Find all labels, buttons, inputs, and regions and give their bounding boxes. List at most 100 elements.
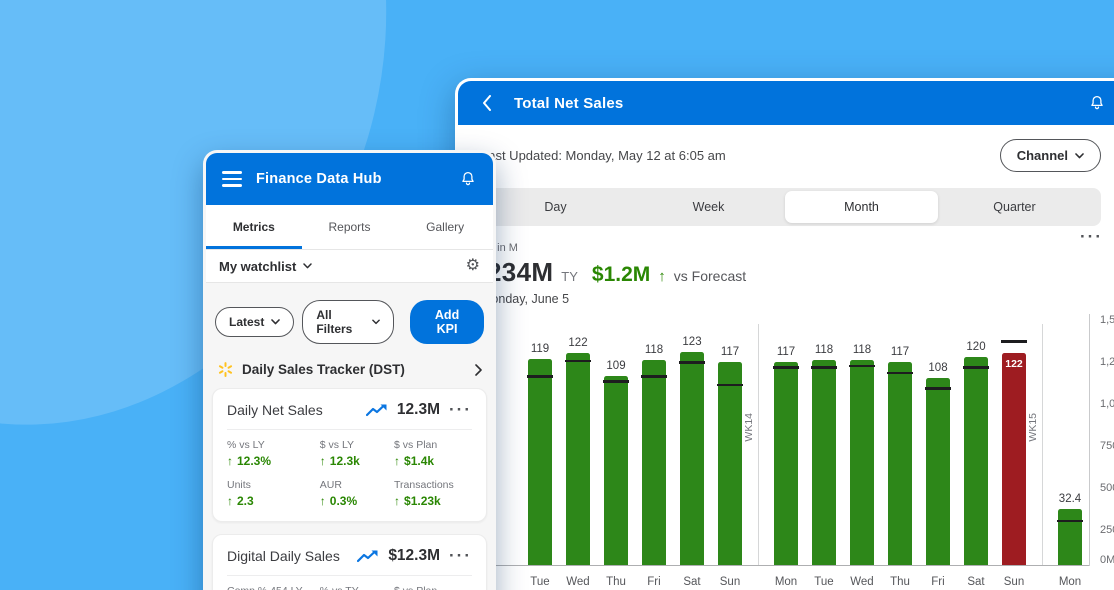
comp-mark — [527, 375, 553, 378]
unit-note: $ in M — [488, 242, 1114, 254]
value1-bar[interactable] — [812, 360, 836, 566]
card-overflow-menu[interactable]: ··· — [449, 405, 472, 415]
bar-slot-sat-11[interactable]: 120Sat — [957, 320, 995, 566]
filter-row: Latest All Filters Add KPI — [212, 300, 487, 344]
notifications-bell-icon[interactable] — [459, 170, 477, 188]
value1-bar[interactable] — [964, 357, 988, 566]
card-value: 12.3M — [397, 401, 440, 419]
value1-bar[interactable] — [604, 376, 628, 566]
tab-metrics[interactable]: Metrics — [206, 205, 302, 249]
card-title: Daily Net Sales — [227, 402, 357, 418]
period-tab-strip: Day Week Month Quarter — [471, 188, 1101, 226]
watchlist-row: My watchlist ⚙ — [206, 250, 493, 283]
last-updated-text: Last Updated: Monday, May 12 at 6:05 am — [481, 148, 726, 163]
value1-bar[interactable] — [850, 360, 874, 566]
hamburger-menu-icon[interactable] — [222, 171, 242, 187]
value1-bar[interactable] — [888, 362, 912, 566]
bar-value-label: 117 — [767, 346, 805, 358]
week-label: WK15 — [1027, 413, 1039, 442]
x-axis-label: Sun — [711, 576, 749, 588]
comp-mark — [925, 387, 951, 390]
all-filters-dropdown[interactable]: All Filters — [302, 300, 394, 344]
comp-mark — [849, 365, 875, 368]
watchlist-label: My watchlist — [219, 259, 296, 274]
value1-bar[interactable] — [1058, 509, 1082, 566]
x-axis-label: Thu — [881, 576, 919, 588]
settings-gear-icon[interactable]: ⚙ — [466, 258, 480, 274]
bar-slot-mon-13[interactable]: 32.4Mon — [1051, 320, 1089, 566]
value1-bar[interactable] — [926, 378, 950, 566]
bar-slot-sun-5[interactable]: 117Sun — [711, 320, 749, 566]
value1-bar[interactable] — [566, 353, 590, 566]
tab-reports[interactable]: Reports — [302, 205, 398, 249]
comp-mark — [887, 372, 913, 375]
bar-slot-thu-9[interactable]: 117Thu — [881, 320, 919, 566]
bar-slot-tue-0[interactable]: 119Tue — [521, 320, 559, 566]
tab-month[interactable]: Month — [785, 191, 938, 223]
selected-date: Monday, June 5 — [481, 292, 1114, 306]
x-axis-label: Sun — [995, 576, 1033, 588]
tab-week[interactable]: Week — [632, 191, 785, 223]
trend-line-icon — [357, 549, 379, 563]
tab-day[interactable]: Day — [479, 191, 632, 223]
watchlist-selector[interactable]: My watchlist — [219, 259, 312, 274]
kpi-item: % vs TY↓12.3% — [320, 585, 394, 590]
x-axis-line — [481, 565, 1089, 566]
bar-slot-wed-1[interactable]: 122Wed — [559, 320, 597, 566]
chart-summary: $ in M $1,234M TY $1.2M ↑ vs Forecast Mo… — [455, 226, 1114, 590]
value1-bar[interactable] — [774, 362, 798, 566]
all-filters-label: All Filters — [316, 308, 365, 336]
screen-background: Total Net Sales Last Updated: Monday, Ma… — [0, 0, 1114, 590]
chart-overflow-menu[interactable]: ··· — [1080, 232, 1103, 242]
comp-mark — [1057, 520, 1083, 523]
bar-slot-sat-4[interactable]: 123Sat — [673, 320, 711, 566]
notifications-bell-icon[interactable] — [1088, 94, 1106, 112]
bar-value-label: 117 — [711, 346, 749, 358]
kpi-card-daily-net-sales[interactable]: Daily Net Sales 12.3M ··· % vs LY↑12.3% … — [212, 388, 487, 522]
x-axis-label: Fri — [635, 576, 673, 588]
bar-value-label: 123 — [673, 336, 711, 348]
kpi-item: $ vs LY↑12.3k — [320, 439, 394, 468]
y-axis-tick: 750M — [1100, 440, 1114, 452]
value1-bar[interactable] — [718, 362, 742, 566]
y-axis-tick: 1,000M — [1100, 398, 1114, 410]
tab-gallery[interactable]: Gallery — [397, 205, 493, 249]
dst-section-header[interactable]: Daily Sales Tracker (DST) — [212, 344, 487, 388]
bar-slot-fri-3[interactable]: 118Fri — [635, 320, 673, 566]
value1-bar[interactable] — [680, 352, 704, 567]
chevron-right-icon — [475, 364, 482, 376]
delta-value: $1.2M — [592, 263, 650, 287]
ty-suffix: TY — [561, 269, 578, 284]
value1-bar[interactable] — [528, 359, 552, 566]
bar-slot-mon-6[interactable]: 117Mon — [767, 320, 805, 566]
bar-slot-wed-8[interactable]: 118Wed — [843, 320, 881, 566]
app-header: Finance Data Hub — [206, 153, 493, 205]
bar-value-label: 109 — [597, 360, 635, 372]
x-axis-label: Mon — [1051, 576, 1089, 588]
bar-value-label: 108 — [919, 362, 957, 374]
card-overflow-menu[interactable]: ··· — [449, 551, 472, 561]
kpi-grid: % vs LY↑12.3% $ vs LY↑12.3k $ vs Plan↑$1… — [227, 439, 472, 508]
value2-bar[interactable] — [1002, 353, 1026, 566]
bar-slot-sun-12[interactable]: 122Sun — [995, 320, 1033, 566]
week-label: WK14 — [743, 413, 755, 442]
y-axis: 1,500M1,250M1,000M750M500M250M0M — [1089, 314, 1114, 566]
bar-slot-fri-10[interactable]: 108Fri — [919, 320, 957, 566]
x-axis-label: Mon — [767, 576, 805, 588]
back-chevron-icon[interactable] — [482, 95, 492, 111]
latest-sort-dropdown[interactable]: Latest — [215, 307, 294, 337]
bar-slot-tue-7[interactable]: 118Tue — [805, 320, 843, 566]
kpi-card-digital-daily-sales[interactable]: Digital Daily Sales $12.3M ··· Comp % 45… — [212, 534, 487, 590]
metrics-body: Latest All Filters Add KPI — [203, 283, 496, 590]
channel-dropdown[interactable]: Channel — [1000, 139, 1101, 172]
bar-value-label: 122 — [1002, 358, 1026, 370]
add-kpi-button[interactable]: Add KPI — [410, 300, 484, 344]
value1-bar[interactable] — [642, 360, 666, 566]
detail-title: Total Net Sales — [514, 95, 623, 112]
meta-row: Last Updated: Monday, May 12 at 6:05 am … — [455, 125, 1114, 182]
comp-mark — [1001, 340, 1027, 343]
bar-slot-thu-2[interactable]: 109Thu — [597, 320, 635, 566]
kpi-item: $ vs Plan↑$1.4k — [394, 439, 472, 468]
tab-quarter[interactable]: Quarter — [938, 191, 1091, 223]
latest-label: Latest — [229, 315, 264, 329]
